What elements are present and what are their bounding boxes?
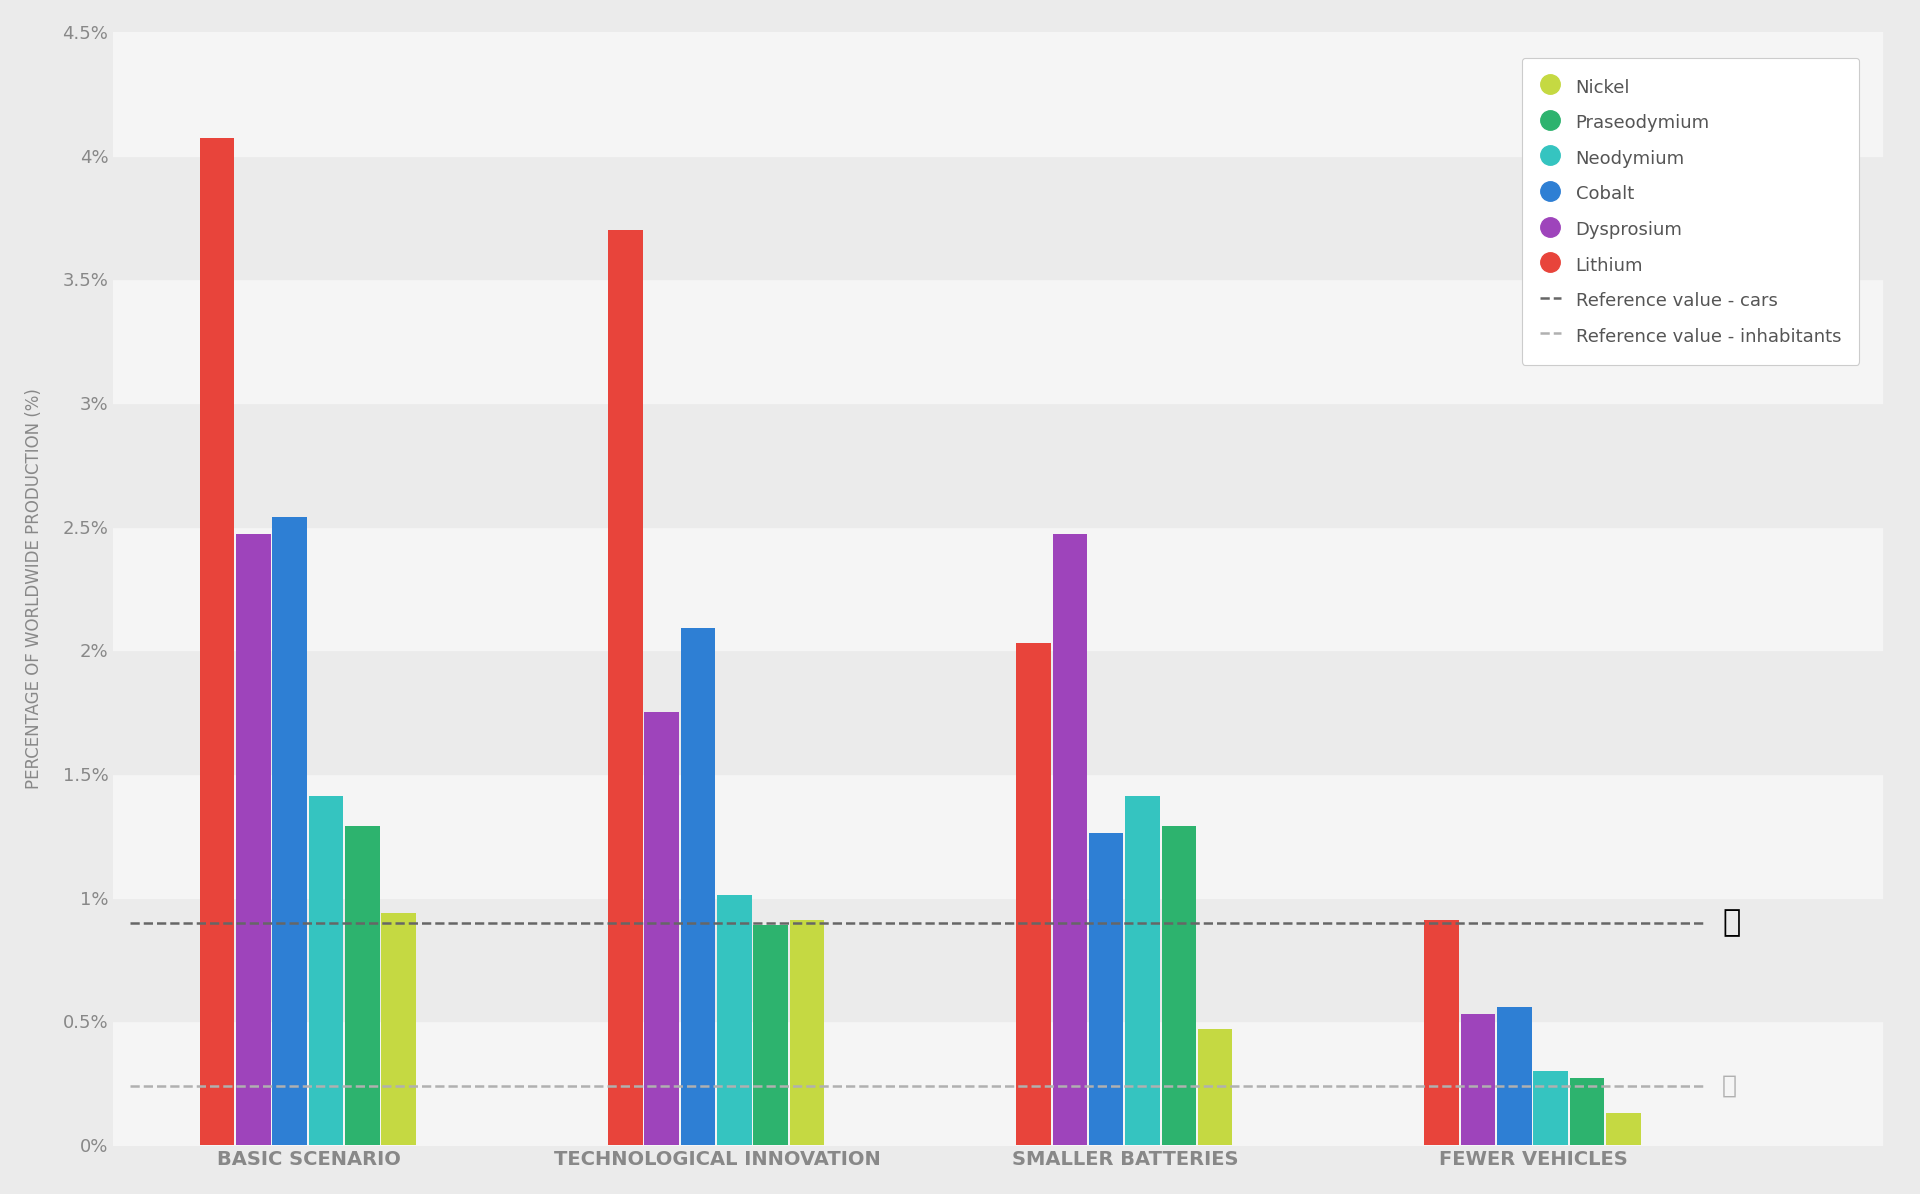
Legend: Nickel, Praseodymium, Neodymium, Cobalt, Dysprosium, Lithium, Reference value - : Nickel, Praseodymium, Neodymium, Cobalt,… xyxy=(1521,57,1859,365)
Bar xyxy=(200,139,234,1145)
Bar xyxy=(645,713,680,1145)
Bar xyxy=(1425,921,1459,1145)
Bar xyxy=(1607,1113,1642,1145)
Bar xyxy=(789,921,824,1145)
Bar xyxy=(1089,833,1123,1145)
Bar xyxy=(1571,1078,1605,1145)
Bar xyxy=(1461,1014,1496,1145)
Bar xyxy=(1016,644,1050,1145)
Bar xyxy=(346,826,380,1145)
Bar xyxy=(382,912,417,1145)
Bar xyxy=(273,517,307,1145)
Bar xyxy=(1534,1071,1569,1145)
Y-axis label: PERCENTAGE OF WORLDWIDE PRODUCTION (%): PERCENTAGE OF WORLDWIDE PRODUCTION (%) xyxy=(25,388,42,789)
Bar xyxy=(1198,1029,1233,1145)
Bar xyxy=(236,534,271,1145)
Bar xyxy=(609,230,643,1145)
Bar xyxy=(1498,1007,1532,1145)
Bar xyxy=(309,796,344,1145)
Bar xyxy=(716,896,751,1145)
Bar xyxy=(1052,534,1087,1145)
Text: 🚗: 🚗 xyxy=(1722,907,1740,937)
Text: 👥: 👥 xyxy=(1722,1073,1738,1097)
Bar xyxy=(753,925,787,1145)
Bar xyxy=(1162,826,1196,1145)
Bar xyxy=(680,628,714,1145)
Bar xyxy=(1125,796,1160,1145)
